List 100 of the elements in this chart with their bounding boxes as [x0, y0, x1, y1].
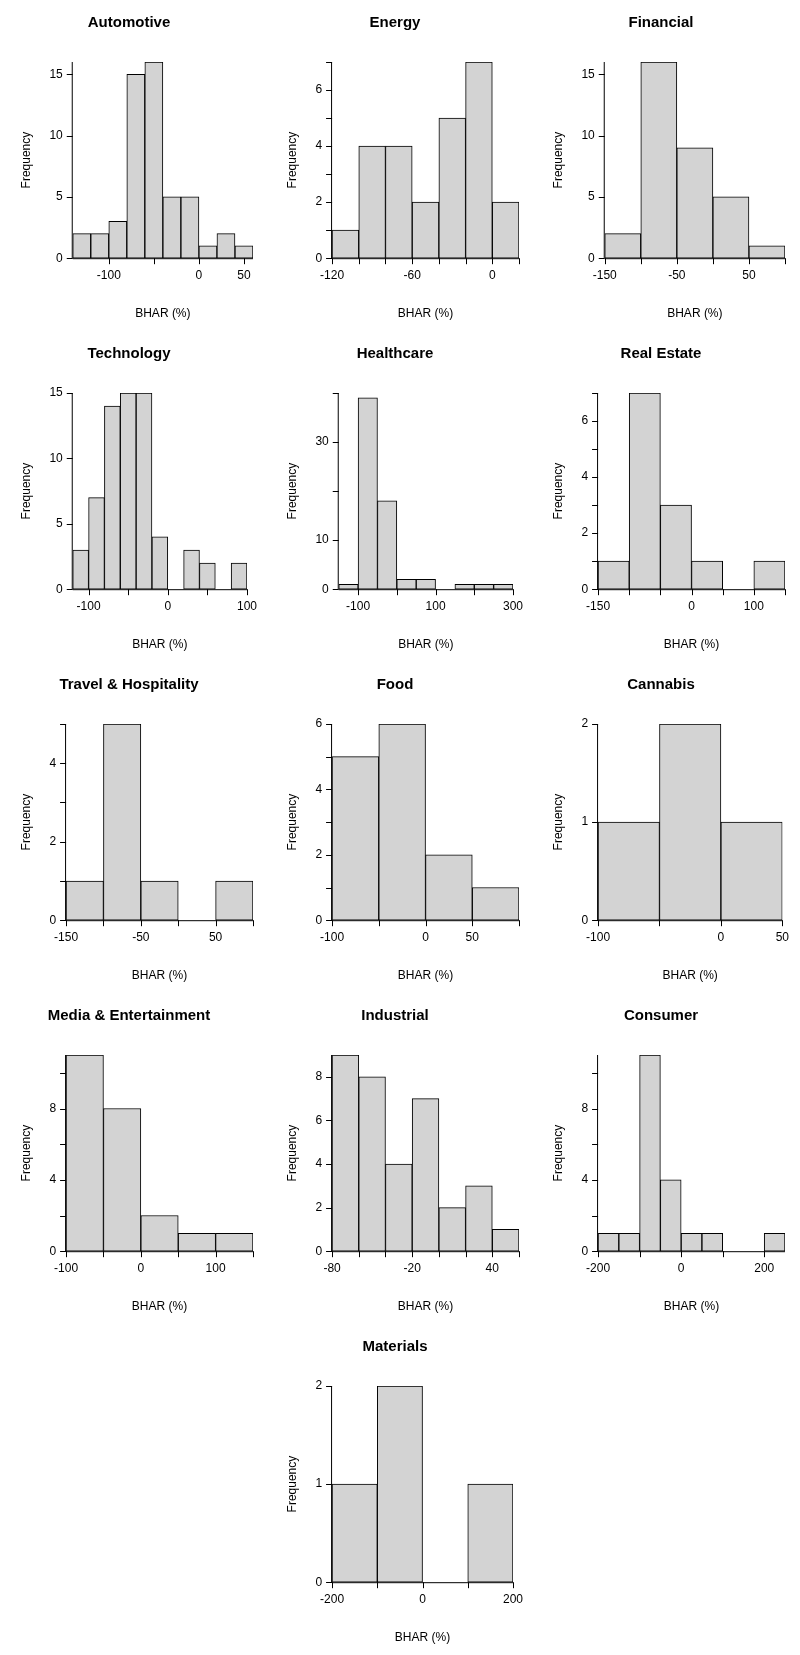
y-axis-title: Frequency	[284, 1124, 299, 1182]
x-tick-label: -100	[54, 1260, 79, 1275]
x-tick-label: -20	[403, 1260, 422, 1275]
y-tick-label: 2	[49, 834, 57, 849]
y-axis-title: Frequency	[284, 131, 299, 189]
x-tick-label: 0	[677, 1260, 685, 1275]
y-tick-label: 6	[315, 1112, 323, 1127]
x-tick-label: 0	[164, 598, 172, 613]
x-tick-label: 0	[717, 929, 725, 944]
x-tick-label: 50	[742, 267, 756, 282]
x-tick-label: 0	[688, 598, 696, 613]
y-tick-label: 10	[49, 450, 64, 465]
x-axis-title: BHAR (%)	[131, 968, 188, 983]
x-tick-label: 100	[743, 598, 765, 613]
x-axis-title: BHAR (%)	[397, 1299, 454, 1314]
y-tick-label: 5	[588, 189, 596, 204]
y-tick-label: 2	[315, 1199, 323, 1214]
x-axis-title: BHAR (%)	[394, 1630, 451, 1645]
x-tick-label: 0	[488, 267, 496, 282]
x-axis-title: BHAR (%)	[667, 306, 723, 321]
chart-title: Industrial	[361, 1006, 429, 1024]
x-tick-label: -150	[54, 929, 79, 944]
y-tick-label: 6	[315, 716, 323, 731]
y-tick-label: 0	[315, 250, 323, 265]
y-tick-label: 0	[56, 581, 64, 596]
y-tick-label: 4	[315, 138, 323, 153]
x-axis-title: BHAR (%)	[132, 637, 188, 652]
chart-title: Healthcare	[356, 344, 434, 362]
x-tick-label: -120	[320, 267, 345, 282]
y-tick-label: 4	[581, 469, 589, 484]
x-axis-title: BHAR (%)	[663, 637, 720, 652]
x-tick-label: -100	[346, 598, 371, 613]
y-tick-label: 1	[581, 814, 589, 829]
x-axis-title: BHAR (%)	[135, 306, 191, 321]
y-tick-label: 4	[315, 781, 323, 796]
x-tick-label: -200	[586, 1260, 611, 1275]
chart-title: Technology	[87, 344, 172, 362]
y-axis-title: Frequency	[550, 131, 565, 189]
y-tick-label: 8	[49, 1100, 57, 1115]
chart-title: Energy	[369, 13, 422, 31]
y-tick-label: 4	[315, 1156, 323, 1171]
x-tick-label: 0	[195, 267, 203, 282]
y-tick-label: 10	[315, 532, 330, 547]
y-tick-label: 2	[315, 847, 323, 862]
chart-title: Materials	[362, 1337, 428, 1355]
y-tick-label: 2	[315, 194, 323, 209]
y-axis-title: Frequency	[284, 1455, 299, 1513]
y-tick-label: 8	[315, 1069, 323, 1084]
y-tick-label: 0	[56, 250, 64, 265]
y-axis-title: Frequency	[18, 462, 33, 520]
x-tick-label: -50	[668, 267, 686, 282]
x-tick-label: 0	[137, 1260, 145, 1275]
y-tick-label: 4	[581, 1172, 589, 1187]
x-tick-label: 100	[236, 598, 258, 613]
y-axis-title: Frequency	[550, 1124, 565, 1182]
x-tick-label: -80	[323, 1260, 342, 1275]
x-tick-label: 0	[419, 1591, 427, 1606]
x-axis-title: BHAR (%)	[131, 1299, 188, 1314]
x-tick-label: 100	[425, 598, 446, 613]
y-tick-label: 2	[581, 716, 589, 731]
y-tick-label: 4	[49, 1172, 57, 1187]
y-axis-title: Frequency	[550, 462, 565, 520]
chart-title: Financial	[628, 13, 694, 31]
y-tick-label: 10	[49, 127, 64, 142]
y-tick-label: 2	[315, 1378, 323, 1393]
y-tick-label: 4	[49, 755, 57, 770]
y-tick-label: 0	[49, 1243, 57, 1258]
x-tick-label: -50	[132, 929, 150, 944]
x-tick-label: -100	[320, 929, 345, 944]
y-axis-title: Frequency	[550, 793, 565, 851]
chart-title: Food	[376, 675, 414, 693]
x-tick-label: -150	[586, 598, 611, 613]
x-axis-title: BHAR (%)	[663, 1299, 720, 1314]
x-axis-title: BHAR (%)	[397, 306, 454, 321]
chart-title: Cannabis	[627, 675, 695, 693]
y-tick-label: 0	[581, 912, 589, 927]
y-tick-label: 15	[581, 66, 596, 81]
y-axis-title: Frequency	[18, 131, 33, 189]
chart-title: Travel & Hospitality	[59, 675, 200, 693]
y-tick-label: 6	[581, 413, 589, 428]
x-tick-label: -200	[320, 1591, 345, 1606]
y-tick-label: 5	[56, 189, 64, 204]
y-tick-label: 0	[322, 581, 330, 596]
x-tick-label: 0	[422, 929, 430, 944]
x-tick-label: 50	[775, 929, 790, 944]
x-tick-label: 50	[237, 267, 251, 282]
y-tick-label: 2	[581, 525, 589, 540]
y-axis-title: Frequency	[18, 1124, 33, 1182]
chart-title: Consumer	[623, 1006, 699, 1024]
y-tick-label: 15	[49, 385, 64, 400]
y-tick-label: 1	[315, 1476, 323, 1491]
y-tick-label: 30	[315, 434, 330, 449]
y-tick-label: 10	[581, 127, 596, 142]
y-tick-label: 0	[315, 1574, 323, 1589]
chart-title: Automotive	[87, 13, 171, 31]
x-tick-label: -60	[403, 267, 422, 282]
x-tick-label: -150	[592, 267, 618, 282]
y-tick-label: 5	[56, 516, 64, 531]
x-axis-title: BHAR (%)	[662, 968, 718, 983]
y-tick-label: 0	[581, 581, 589, 596]
